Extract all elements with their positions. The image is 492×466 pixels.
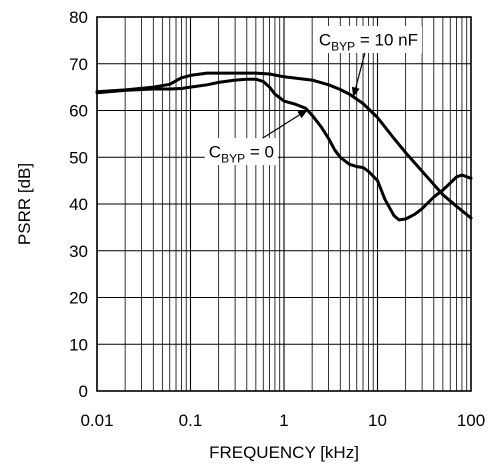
x-tick-label: 10 bbox=[368, 411, 387, 430]
y-tick-label: 10 bbox=[69, 335, 88, 354]
annotation-label: CBYP = 0 bbox=[209, 143, 274, 166]
y-tick-label: 80 bbox=[69, 8, 88, 27]
y-tick-label: 40 bbox=[69, 195, 88, 214]
y-axis-title: PSRR [dB] bbox=[15, 163, 34, 245]
y-tick-label: 50 bbox=[69, 148, 88, 167]
x-tick-labels: 0.01 0.1 1 10 100 bbox=[80, 411, 485, 430]
x-tick-label: 1 bbox=[279, 411, 288, 430]
y-tick-label: 20 bbox=[69, 289, 88, 308]
y-tick-labels: 0 10 20 30 40 50 60 70 80 bbox=[69, 8, 88, 401]
series-line-cbyp-0 bbox=[95, 77, 473, 222]
annotation-label-bg bbox=[204, 138, 278, 166]
annotation-arrow-head bbox=[351, 86, 360, 98]
annotation-label-bg bbox=[314, 25, 423, 53]
grid bbox=[96, 16, 471, 392]
annotation-arrow-line bbox=[262, 114, 300, 139]
annotation-cbyp-10nf: CBYP = 10 nF bbox=[314, 25, 423, 98]
x-tick-label: 100 bbox=[457, 411, 485, 430]
plot-frame bbox=[96, 16, 472, 392]
annotation-arrow-head bbox=[297, 109, 308, 119]
y-tick-label: 60 bbox=[69, 102, 88, 121]
y-tick-label: 0 bbox=[79, 382, 88, 401]
annotation-cbyp-0: CBYP = 0 bbox=[204, 109, 308, 166]
x-tick-label: 0.01 bbox=[80, 411, 113, 430]
y-tick-label: 30 bbox=[69, 242, 88, 261]
x-axis-title: FREQUENCY [kHz] bbox=[209, 443, 359, 462]
annotation-arrow-line bbox=[355, 52, 366, 88]
series-line-cbyp-10nf bbox=[95, 71, 473, 220]
series-lines bbox=[95, 71, 473, 222]
annotation-label: CBYP = 10 nF bbox=[319, 30, 418, 53]
annotations: CBYP = 10 nF CBYP = 0 bbox=[204, 25, 423, 166]
y-tick-label: 70 bbox=[69, 55, 88, 74]
x-tick-label: 0.1 bbox=[179, 411, 203, 430]
